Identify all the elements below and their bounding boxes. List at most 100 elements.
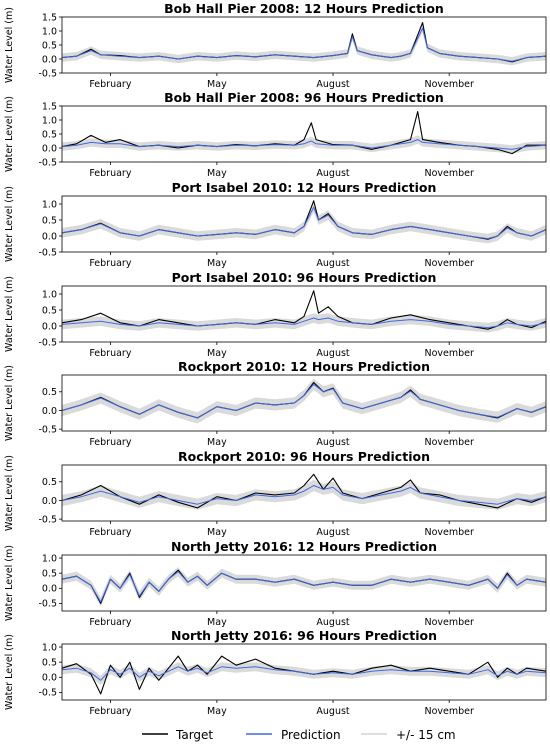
x-tick-label: May [207, 617, 227, 628]
x-tick-label: February [89, 168, 131, 179]
x-tick-label: November [424, 437, 474, 448]
y-tick-label: 1.0 [42, 115, 57, 126]
chart-panel-2: Bob Hall Pier 2008: 96 Hours Prediction W… [4, 90, 547, 179]
x-tick-label: February [89, 258, 131, 269]
target-line [61, 655, 547, 695]
plot-frame [61, 285, 547, 343]
chart-panel-3: Port Isabel 2010: 12 Hours Prediction Wat… [4, 180, 547, 269]
y-tick-label: 0.5 [42, 40, 57, 51]
y-tick-label: 1.5 [42, 12, 57, 23]
x-tick-label: August [316, 527, 350, 538]
y-tick-label: 0.0 [42, 143, 57, 154]
plot-frame [61, 16, 547, 74]
y-tick-label: -0.5 [38, 599, 57, 610]
target-line [61, 290, 547, 330]
chart-panel-4: Port Isabel 2010: 96 Hours Prediction Wat… [4, 270, 547, 359]
y-axis-label: Water Level (m) [4, 634, 15, 710]
y-tick-label: -0.5 [38, 688, 57, 699]
prediction-line [61, 485, 547, 505]
prediction-line [61, 139, 547, 150]
chart-panel-1: Bob Hall Pier 2008: 12 Hours Prediction W… [4, 1, 547, 90]
y-tick-label: 0.0 [42, 496, 57, 507]
y-axis-label: Water Level (m) [4, 276, 15, 352]
prediction-line [61, 206, 547, 240]
chart-title: Port Isabel 2010: 12 Hours Prediction [172, 180, 437, 195]
y-tick-label: 1.0 [42, 553, 57, 564]
y-tick-label: 0.0 [42, 673, 57, 684]
prediction-line [61, 27, 547, 62]
x-tick-label: November [424, 527, 474, 538]
y-axis-label: Water Level (m) [4, 7, 15, 83]
y-tick-label: -0.5 [38, 68, 57, 79]
legend-band-label: +/- 15 cm [396, 728, 456, 742]
plot-frame [61, 374, 547, 432]
x-tick-label: May [207, 706, 227, 717]
legend-target-label: Target [175, 728, 213, 742]
x-tick-label: November [424, 617, 474, 628]
y-tick-label: 0.0 [42, 231, 57, 242]
y-tick-label: 1.0 [42, 642, 57, 653]
y-tick-label: -0.5 [38, 514, 57, 525]
y-tick-label: 1.0 [42, 26, 57, 37]
x-tick-label: August [316, 617, 350, 628]
x-tick-label: November [424, 348, 474, 359]
x-tick-label: February [89, 527, 131, 538]
y-tick-label: 0.0 [42, 321, 57, 332]
legend: Target Prediction +/- 15 cm [142, 728, 456, 742]
y-tick-label: 1.0 [42, 199, 57, 210]
y-tick-label: 0.0 [42, 584, 57, 595]
x-tick-label: February [89, 617, 131, 628]
prediction-line [61, 317, 547, 329]
y-tick-label: -0.5 [38, 247, 57, 258]
x-tick-label: November [424, 706, 474, 717]
plot-frame [61, 554, 547, 612]
uncertainty-band [62, 24, 546, 66]
x-tick-label: February [89, 79, 131, 90]
x-tick-label: November [424, 258, 474, 269]
chart-title: Rockport 2010: 12 Hours Prediction [178, 359, 430, 374]
uncertainty-band [62, 662, 546, 685]
chart-panel-7: North Jetty 2016: 12 Hours Prediction Wat… [4, 539, 547, 628]
x-tick-label: May [207, 437, 227, 448]
panels: Bob Hall Pier 2008: 12 Hours Prediction W… [4, 1, 547, 717]
uncertainty-band [62, 567, 546, 607]
chart-title: North Jetty 2016: 96 Hours Prediction [171, 628, 437, 643]
chart-title: North Jetty 2016: 12 Hours Prediction [171, 539, 437, 554]
y-tick-label: 0.5 [42, 657, 57, 668]
x-tick-label: August [316, 168, 350, 179]
x-tick-label: May [207, 527, 227, 538]
y-tick-label: 0.0 [42, 54, 57, 65]
x-tick-label: May [207, 168, 227, 179]
x-tick-label: February [89, 706, 131, 717]
y-tick-label: 0.5 [42, 477, 57, 488]
y-axis-label: Water Level (m) [4, 186, 15, 262]
y-tick-label: 0.0 [42, 406, 57, 417]
y-tick-label: 1.0 [42, 289, 57, 300]
y-tick-label: 0.5 [42, 215, 57, 226]
y-tick-label: -0.5 [38, 424, 57, 435]
y-axis-label: Water Level (m) [4, 365, 15, 441]
x-tick-label: August [316, 79, 350, 90]
uncertainty-band [62, 479, 546, 510]
y-tick-label: 0.5 [42, 129, 57, 140]
chart-title: Rockport 2010: 96 Hours Prediction [178, 449, 430, 464]
y-tick-label: 0.5 [42, 387, 57, 398]
x-tick-label: May [207, 348, 227, 359]
legend-prediction-label: Prediction [281, 728, 341, 742]
x-tick-label: August [316, 437, 350, 448]
uncertainty-band [62, 378, 546, 424]
chart-title: Bob Hall Pier 2008: 12 Hours Prediction [164, 1, 444, 16]
chart-panel-5: Rockport 2010: 12 Hours Prediction Water … [4, 359, 547, 448]
chart-title: Port Isabel 2010: 96 Hours Prediction [172, 270, 437, 285]
plot-frame [61, 464, 547, 522]
plot-frame [61, 195, 547, 253]
chart-panel-8: North Jetty 2016: 96 Hours Prediction Wat… [4, 628, 547, 717]
chart-title: Bob Hall Pier 2008: 96 Hours Prediction [164, 90, 444, 105]
plot-frame [61, 643, 547, 701]
x-tick-label: May [207, 79, 227, 90]
x-tick-label: November [424, 79, 474, 90]
plot-frame [61, 105, 547, 163]
x-tick-label: August [316, 258, 350, 269]
y-tick-label: -0.5 [38, 337, 57, 348]
